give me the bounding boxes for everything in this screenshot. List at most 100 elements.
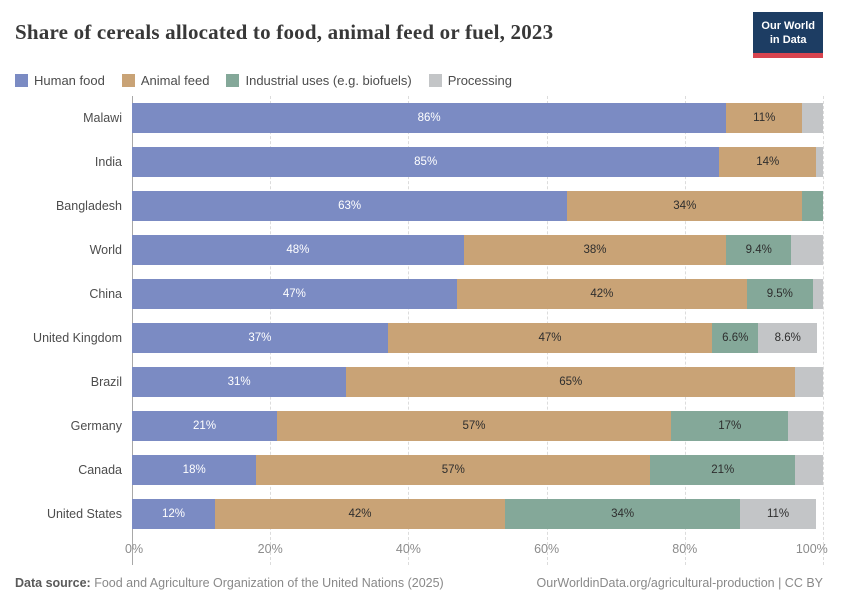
bar-segment-animal-feed: 34%: [567, 190, 803, 221]
category-label: United Kingdom: [33, 330, 122, 345]
bar-row: World 48% 38% 9.4%: [15, 228, 823, 272]
x-tick-label: 40%: [395, 541, 421, 556]
bar-segment-processing: [795, 454, 823, 485]
category-label: Brazil: [90, 374, 122, 389]
legend-item: Animal feed: [121, 72, 210, 88]
bar-row: Brazil 31% 65%: [15, 360, 823, 404]
bar-segment-human-food: 47%: [132, 278, 457, 309]
bar-segment-human-food: 21%: [132, 410, 278, 441]
bar-row: India 85% 14%: [15, 140, 823, 184]
bar-row: Malawi 86% 11%: [15, 96, 823, 140]
bar-segment-human-food: 86%: [132, 102, 727, 133]
bar-segment-processing: [802, 102, 823, 133]
owid-logo-line2: in Data: [769, 34, 807, 47]
bar-segment-animal-feed: 42%: [214, 498, 506, 529]
bar-segment-industrial: [802, 190, 823, 221]
bar-segment-animal-feed: 42%: [456, 278, 747, 309]
bar-track: 47% 42% 9.5%: [132, 278, 823, 309]
x-axis: 0% 20% 40% 60% 80% 100%: [125, 536, 828, 560]
bar-segment-processing: [788, 410, 823, 441]
owid-logo-line1: Our World: [761, 20, 815, 32]
bar-segment-human-food: 48%: [132, 234, 464, 265]
chart-header: Share of cereals allocated to food, anim…: [15, 12, 823, 58]
category-label: World: [89, 242, 122, 257]
bar-track: 48% 38% 9.4%: [132, 234, 823, 265]
bar-segment-industrial: 21%: [650, 454, 796, 485]
bar-segment-human-food: 37%: [132, 322, 388, 353]
legend-swatch-icon: [121, 73, 135, 87]
category-label: Canada: [78, 462, 122, 477]
bar-track: 21% 57% 17%: [132, 410, 823, 441]
bar-row: Germany 21% 57% 17%: [15, 404, 823, 448]
bar-track: 63% 34%: [132, 190, 823, 221]
legend-label: Animal feed: [140, 72, 210, 88]
bar-row: Bangladesh 63% 34%: [15, 184, 823, 228]
bar-segment-animal-feed: 57%: [256, 454, 651, 485]
bar-segment-animal-feed: 11%: [726, 102, 803, 133]
bar-segment-processing: [795, 366, 823, 397]
data-source-label: Data source:: [15, 575, 91, 590]
bar-track: 85% 14%: [132, 146, 823, 177]
bar-track: 37% 47% 6.6% 8.6%: [132, 322, 823, 353]
category-label: China: [89, 286, 122, 301]
legend-label: Human food: [34, 72, 105, 88]
bar-row: United States 12% 42% 34% 11%: [15, 492, 823, 536]
x-tick-label: 80%: [672, 541, 698, 556]
category-label: Germany: [70, 418, 122, 433]
bar-segment-human-food: 18%: [132, 454, 257, 485]
legend-swatch-icon: [428, 73, 442, 87]
bar-segment-processing: 11%: [740, 498, 817, 529]
bar-segment-industrial: 9.5%: [746, 278, 813, 309]
bar-track: 18% 57% 21%: [132, 454, 823, 485]
legend-item: Industrial uses (e.g. biofuels): [226, 72, 412, 88]
bar-segment-industrial: 34%: [505, 498, 741, 529]
legend-label: Industrial uses (e.g. biofuels): [245, 72, 412, 88]
gridline: [823, 95, 824, 565]
x-tick-label: 60%: [534, 541, 560, 556]
owid-logo[interactable]: Our World in Data: [753, 12, 823, 58]
category-label: India: [94, 154, 122, 169]
bar-row: Canada 18% 57% 21%: [15, 448, 823, 492]
bar-track: 86% 11%: [132, 102, 823, 133]
x-tick-label: 20%: [257, 541, 283, 556]
bar-segment-processing: 8.6%: [758, 322, 818, 353]
legend-swatch-icon: [15, 73, 28, 87]
bar-segment-animal-feed: 57%: [277, 410, 671, 441]
bar-row: United Kingdom 37% 47% 6.6% 8.6%: [15, 316, 823, 360]
owid-url-link[interactable]: OurWorldinData.org/agricultural-producti…: [536, 575, 823, 590]
bar-segment-processing: [816, 146, 823, 177]
data-source: Data source: Food and Agriculture Organi…: [15, 576, 444, 590]
chart-footer: Data source: Food and Agriculture Organi…: [15, 576, 823, 590]
bar-segment-human-food: 85%: [132, 146, 720, 177]
legend: Human food Animal feed Industrial uses (…: [15, 73, 823, 88]
bar-segment-animal-feed: 47%: [387, 322, 713, 353]
bar-segment-processing: [791, 234, 823, 265]
legend-item: Processing: [428, 72, 512, 88]
bar-segment-processing: [812, 278, 823, 309]
bar-segment-human-food: 31%: [132, 366, 347, 397]
category-label: Malawi: [83, 110, 122, 125]
bar-segment-animal-feed: 65%: [346, 366, 796, 397]
bar-track: 31% 65%: [132, 366, 823, 397]
legend-label: Processing: [447, 72, 512, 88]
bar-segment-animal-feed: 14%: [719, 146, 817, 177]
plot-area: Malawi 86% 11% India 85% 14% Bangladesh 63…: [15, 95, 828, 565]
data-source-text: Food and Agriculture Organization of the…: [90, 575, 444, 590]
bar-segment-human-food: 63%: [132, 190, 568, 221]
bar-segment-industrial: 9.4%: [726, 234, 792, 265]
x-tick-label: 100%: [795, 541, 828, 556]
legend-swatch-icon: [226, 73, 240, 87]
legend-item: Human food: [15, 73, 105, 88]
bar-rows: Malawi 86% 11% India 85% 14% Bangladesh 63…: [15, 96, 823, 536]
x-tick-label: 0%: [125, 541, 144, 556]
bar-segment-human-food: 12%: [132, 498, 215, 529]
bar-track: 12% 42% 34% 11%: [132, 498, 823, 529]
category-label: United States: [46, 506, 122, 521]
page-title: Share of cereals allocated to food, anim…: [15, 20, 554, 44]
bar-segment-industrial: 6.6%: [712, 322, 759, 353]
category-label: Bangladesh: [55, 198, 122, 213]
bar-segment-industrial: 17%: [670, 410, 789, 441]
bar-segment-animal-feed: 38%: [463, 234, 727, 265]
bar-row: China 47% 42% 9.5%: [15, 272, 823, 316]
